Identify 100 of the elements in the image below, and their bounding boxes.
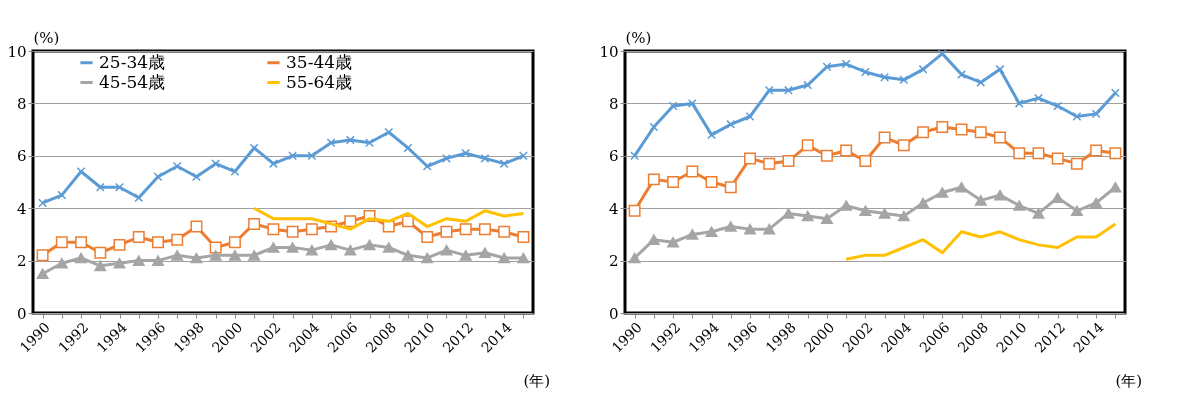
point bbox=[421, 252, 434, 264]
point bbox=[171, 250, 184, 261]
point bbox=[517, 231, 530, 244]
point bbox=[209, 250, 222, 261]
point bbox=[803, 80, 813, 90]
point bbox=[764, 85, 774, 95]
point bbox=[267, 242, 280, 253]
point bbox=[115, 182, 124, 192]
y-axis-title: (%) bbox=[625, 28, 652, 47]
point bbox=[801, 210, 814, 222]
point bbox=[55, 257, 68, 269]
point bbox=[936, 187, 949, 198]
point bbox=[1109, 147, 1122, 160]
point bbox=[878, 131, 891, 144]
point bbox=[1090, 144, 1103, 157]
legend-label: 25-34歳 bbox=[99, 51, 166, 72]
point bbox=[326, 138, 336, 148]
point bbox=[917, 197, 930, 209]
point bbox=[230, 167, 240, 176]
y-tick-label: 4 bbox=[608, 199, 619, 218]
y-tick-label: 10 bbox=[599, 42, 619, 61]
legend-label: 45-54歳 bbox=[99, 71, 166, 92]
point bbox=[307, 151, 317, 161]
point bbox=[480, 153, 490, 163]
point bbox=[459, 223, 472, 236]
point bbox=[994, 189, 1006, 201]
point bbox=[880, 72, 890, 82]
point bbox=[345, 135, 355, 145]
point bbox=[305, 244, 318, 256]
point bbox=[860, 67, 870, 77]
point bbox=[763, 223, 776, 235]
point bbox=[498, 252, 511, 264]
point bbox=[75, 252, 88, 264]
point bbox=[459, 250, 472, 261]
y-tick-label: 2 bbox=[16, 252, 27, 271]
point bbox=[211, 159, 221, 169]
point bbox=[955, 181, 968, 193]
point bbox=[288, 151, 298, 161]
point bbox=[686, 165, 699, 178]
point bbox=[936, 120, 949, 133]
point bbox=[440, 225, 453, 238]
point bbox=[1013, 200, 1026, 211]
point bbox=[897, 210, 910, 222]
point bbox=[228, 236, 241, 249]
point bbox=[1070, 205, 1083, 217]
point bbox=[744, 223, 756, 235]
point bbox=[75, 236, 88, 249]
point bbox=[1051, 152, 1064, 165]
point bbox=[518, 151, 528, 161]
point bbox=[228, 250, 241, 261]
point bbox=[667, 176, 680, 188]
point bbox=[1013, 147, 1026, 160]
point bbox=[478, 247, 491, 259]
point bbox=[442, 153, 451, 163]
y-tick-label: 6 bbox=[16, 147, 27, 166]
point bbox=[57, 190, 67, 200]
y-tick-label: 0 bbox=[16, 304, 27, 323]
point bbox=[94, 260, 107, 272]
point bbox=[422, 161, 432, 171]
point bbox=[190, 220, 203, 233]
point bbox=[1014, 98, 1024, 108]
point bbox=[94, 246, 107, 259]
point bbox=[286, 225, 299, 238]
point bbox=[325, 239, 338, 251]
point bbox=[344, 244, 357, 256]
point bbox=[382, 242, 395, 253]
y-tick-label: 4 bbox=[16, 199, 27, 218]
y-tick-label: 10 bbox=[7, 42, 27, 61]
point bbox=[899, 75, 909, 85]
point bbox=[820, 149, 833, 162]
point bbox=[1090, 197, 1103, 209]
line-series bbox=[844, 222, 1117, 261]
point bbox=[745, 112, 755, 121]
point bbox=[38, 198, 48, 208]
point bbox=[628, 252, 641, 264]
point bbox=[724, 221, 737, 232]
point bbox=[859, 205, 872, 217]
point bbox=[172, 161, 182, 171]
point bbox=[1072, 112, 1082, 121]
point bbox=[801, 139, 814, 152]
point bbox=[152, 236, 164, 249]
point bbox=[897, 139, 910, 152]
point bbox=[840, 200, 853, 211]
point bbox=[822, 62, 832, 72]
point bbox=[171, 233, 184, 246]
point bbox=[726, 119, 736, 129]
legend-label: 35-44歳 bbox=[286, 51, 353, 72]
point bbox=[628, 204, 641, 217]
point bbox=[95, 182, 105, 192]
point bbox=[478, 223, 491, 236]
point bbox=[724, 181, 737, 194]
point bbox=[840, 144, 853, 157]
y-tick-label: 8 bbox=[16, 94, 27, 113]
point bbox=[917, 126, 930, 139]
point bbox=[55, 236, 68, 249]
point bbox=[365, 138, 374, 148]
point bbox=[1070, 157, 1083, 170]
point bbox=[76, 167, 86, 176]
point bbox=[134, 193, 144, 203]
point bbox=[517, 252, 530, 264]
